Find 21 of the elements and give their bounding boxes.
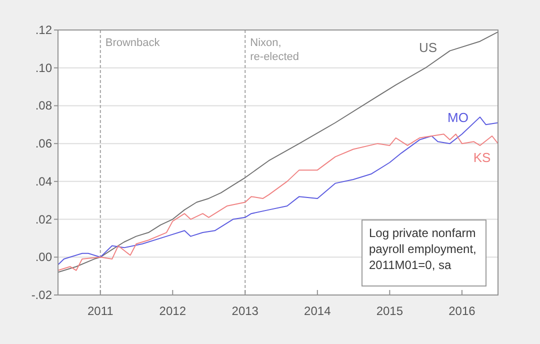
y-tick-label: .12 [35,23,52,37]
y-tick-label: .10 [35,60,52,75]
series-label: KS [473,150,491,165]
y-tick-label: -.02 [31,288,52,302]
ref-line-label: Brownback [105,37,160,49]
y-tick-label: .08 [35,98,52,113]
x-tick-label: 2013 [232,304,259,318]
series-label: MO [448,110,468,125]
y-tick-label: .02 [35,212,52,226]
x-tick-label: 2011 [87,304,114,318]
x-tick-label: 2014 [304,304,332,318]
ref-line-label: Nixon, re-elected [250,37,300,63]
annotation: Log private nonfarm payroll employment, 2011M01=0, sa [369,226,476,272]
line-series [58,31,498,273]
x-tick-label: 2015 [376,304,404,318]
x-tick-label: 2016 [448,304,476,318]
y-tick-label: .00 [35,250,52,264]
y-tick-label: .04 [35,174,52,188]
y-tick-label: .06 [35,136,52,151]
series-label: US [418,40,438,55]
x-tick-label: 2012 [159,304,186,318]
